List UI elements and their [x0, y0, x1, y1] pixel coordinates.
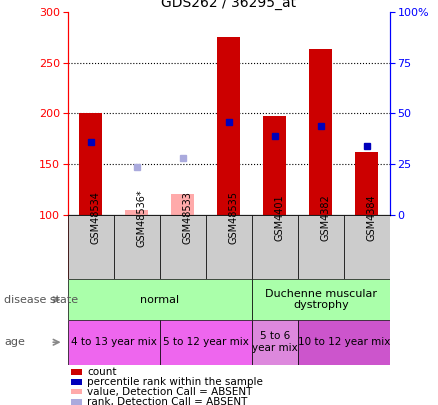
Text: 5 to 6
year mix: 5 to 6 year mix [252, 331, 298, 353]
Text: disease state: disease state [4, 295, 78, 305]
Bar [79, 113, 102, 215]
Bar [71, 379, 82, 385]
Bar [252, 215, 298, 279]
Bar [125, 210, 148, 215]
Text: age: age [4, 337, 25, 347]
Bar [160, 320, 252, 364]
Text: 5 to 12 year mix: 5 to 12 year mix [163, 337, 249, 347]
Text: GSM48536*: GSM48536* [137, 189, 147, 247]
Bar [298, 320, 390, 364]
Bar [252, 320, 298, 364]
Text: GSM48534: GSM48534 [91, 192, 101, 244]
Text: 4 to 13 year mix: 4 to 13 year mix [71, 337, 157, 347]
Text: GSM4401: GSM4401 [275, 194, 285, 241]
Text: GSM4382: GSM4382 [321, 194, 331, 241]
Bar [71, 389, 82, 394]
Bar [68, 279, 252, 320]
Bar [217, 37, 240, 215]
Text: rank, Detection Call = ABSENT: rank, Detection Call = ABSENT [87, 397, 247, 405]
Text: percentile rank within the sample: percentile rank within the sample [87, 377, 263, 387]
Text: GSM48533: GSM48533 [183, 192, 193, 244]
Bar [298, 215, 344, 279]
Bar [71, 399, 82, 405]
Text: normal: normal [140, 295, 180, 305]
Bar [263, 117, 286, 215]
Text: 10 to 12 year mix: 10 to 12 year mix [298, 337, 390, 347]
Title: GDS262 / 36295_at: GDS262 / 36295_at [161, 0, 297, 10]
Bar [160, 215, 206, 279]
Bar [344, 215, 390, 279]
Text: value, Detection Call = ABSENT: value, Detection Call = ABSENT [87, 387, 253, 396]
Bar [68, 320, 160, 364]
Bar [252, 279, 390, 320]
Bar [171, 194, 194, 215]
Bar [206, 215, 252, 279]
Bar [309, 49, 332, 215]
Text: GSM4384: GSM4384 [367, 194, 377, 241]
Text: Duchenne muscular
dystrophy: Duchenne muscular dystrophy [265, 289, 377, 311]
Text: GSM48535: GSM48535 [229, 192, 239, 244]
Bar [71, 369, 82, 375]
Bar [355, 152, 378, 215]
Bar [68, 215, 114, 279]
Text: count: count [87, 367, 117, 377]
Bar [114, 215, 160, 279]
